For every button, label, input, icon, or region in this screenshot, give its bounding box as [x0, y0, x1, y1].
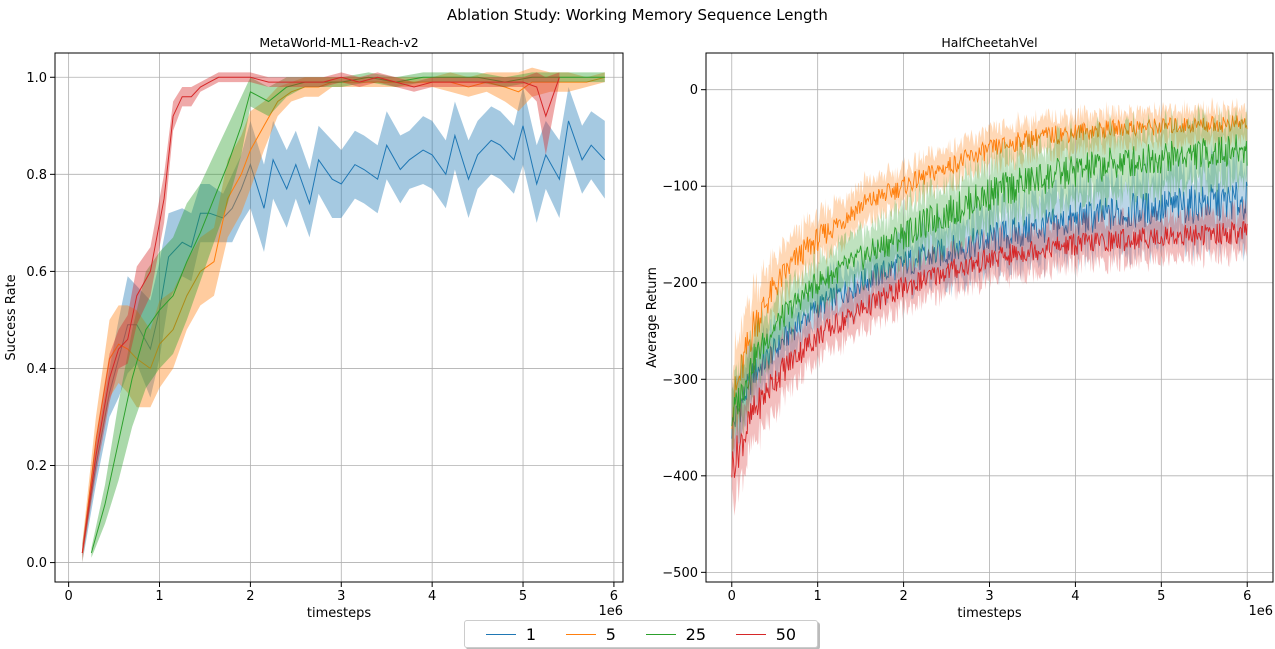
x-tick-label: 3 [337, 589, 345, 604]
legend-swatch-1 [485, 633, 516, 635]
legend-item-5: 5 [565, 624, 616, 644]
y-tick-label: 0.6 [26, 265, 47, 280]
figure-canvas: 0 1 2 3 4 5 6 0.0 0.2 0.4 0.6 0.8 1.0 MetaWorld-ML1-R… [4, 35, 1274, 620]
x-tick-label: 6 [610, 589, 618, 604]
legend-item-25: 25 [645, 624, 707, 644]
legend-swatch-50 [735, 633, 766, 635]
x-tick-label: 1 [814, 589, 822, 604]
series-line-1 [81, 120, 606, 553]
x-tick-label: 5 [1157, 589, 1165, 604]
series-band-5 [731, 97, 1248, 471]
x-offset-label: 1e6 [598, 604, 623, 619]
y-tick-label: 0.4 [26, 362, 47, 377]
series-band-5 [82, 67, 605, 563]
legend-item-50: 50 [735, 624, 797, 644]
x-tick-label: 0 [64, 589, 72, 604]
x-tick-label: 2 [899, 589, 907, 604]
x-axis-label: timesteps [307, 606, 371, 620]
legend-swatch-5 [565, 633, 596, 635]
series-line-50 [81, 76, 560, 553]
y-tick-label: −200 [662, 276, 698, 291]
legend-label-50: 50 [775, 624, 797, 644]
figure-title: Ablation Study: Working Memory Sequence … [447, 6, 828, 24]
x-tick-label: 4 [428, 589, 436, 604]
x-tick-label: 6 [1243, 589, 1251, 604]
y-tick-label: 1.0 [26, 71, 47, 86]
y-tick-label: −500 [662, 566, 698, 581]
x-offset-label: 1e6 [1248, 604, 1273, 619]
series-band-1 [82, 87, 605, 563]
legend: 1 5 25 50 [464, 620, 818, 648]
y-tick-label: 0.2 [26, 459, 47, 474]
x-tick-label: 4 [1071, 589, 1079, 604]
legend-label-5: 5 [605, 624, 616, 644]
x-tick-label: 3 [985, 589, 993, 604]
x-tick-label: 2 [246, 589, 254, 604]
subplot-title: MetaWorld-ML1-Reach-v2 [259, 35, 418, 50]
plot-frame [54, 52, 624, 583]
y-tick-label: −100 [662, 180, 698, 195]
x-tick-label: 0 [728, 589, 736, 604]
x-tick-label: 5 [519, 589, 527, 604]
x-axis-label: timesteps [957, 606, 1021, 620]
series-band-25 [91, 72, 605, 558]
series-line-5 [731, 115, 1248, 429]
y-tick-label: −300 [662, 373, 698, 388]
y-tick-label: 0.8 [26, 168, 47, 183]
series-line-5 [81, 76, 605, 553]
y-tick-label: 0 [690, 83, 698, 98]
y-axis-label: Success Rate [4, 274, 19, 360]
chart-panel-halfcheetah: 0 1 2 3 4 5 6 −500 −400 −300 −200 −100 0 HalfCheetahV… [645, 35, 1274, 620]
x-tick-label: 1 [155, 589, 163, 604]
legend-item-1: 1 [485, 624, 537, 644]
y-axis-label: Average Return [645, 267, 660, 368]
legend-swatch-25 [645, 633, 676, 635]
y-tick-label: 0.0 [26, 556, 47, 571]
series-line-50 [731, 220, 1248, 478]
legend-label-1: 1 [525, 624, 537, 644]
subplot-title: HalfCheetahVel [941, 35, 1037, 50]
series-line-25 [90, 76, 605, 554]
chart-panel-reach: 0 1 2 3 4 5 6 0.0 0.2 0.4 0.6 0.8 1.0 MetaWorld-ML1-R… [4, 35, 624, 620]
series-band-25 [731, 103, 1248, 463]
series-line-25 [731, 134, 1248, 426]
series-band-1 [731, 140, 1248, 475]
legend-label-25: 25 [685, 624, 707, 644]
series-line-1 [731, 181, 1248, 439]
y-tick-label: −400 [662, 469, 698, 484]
